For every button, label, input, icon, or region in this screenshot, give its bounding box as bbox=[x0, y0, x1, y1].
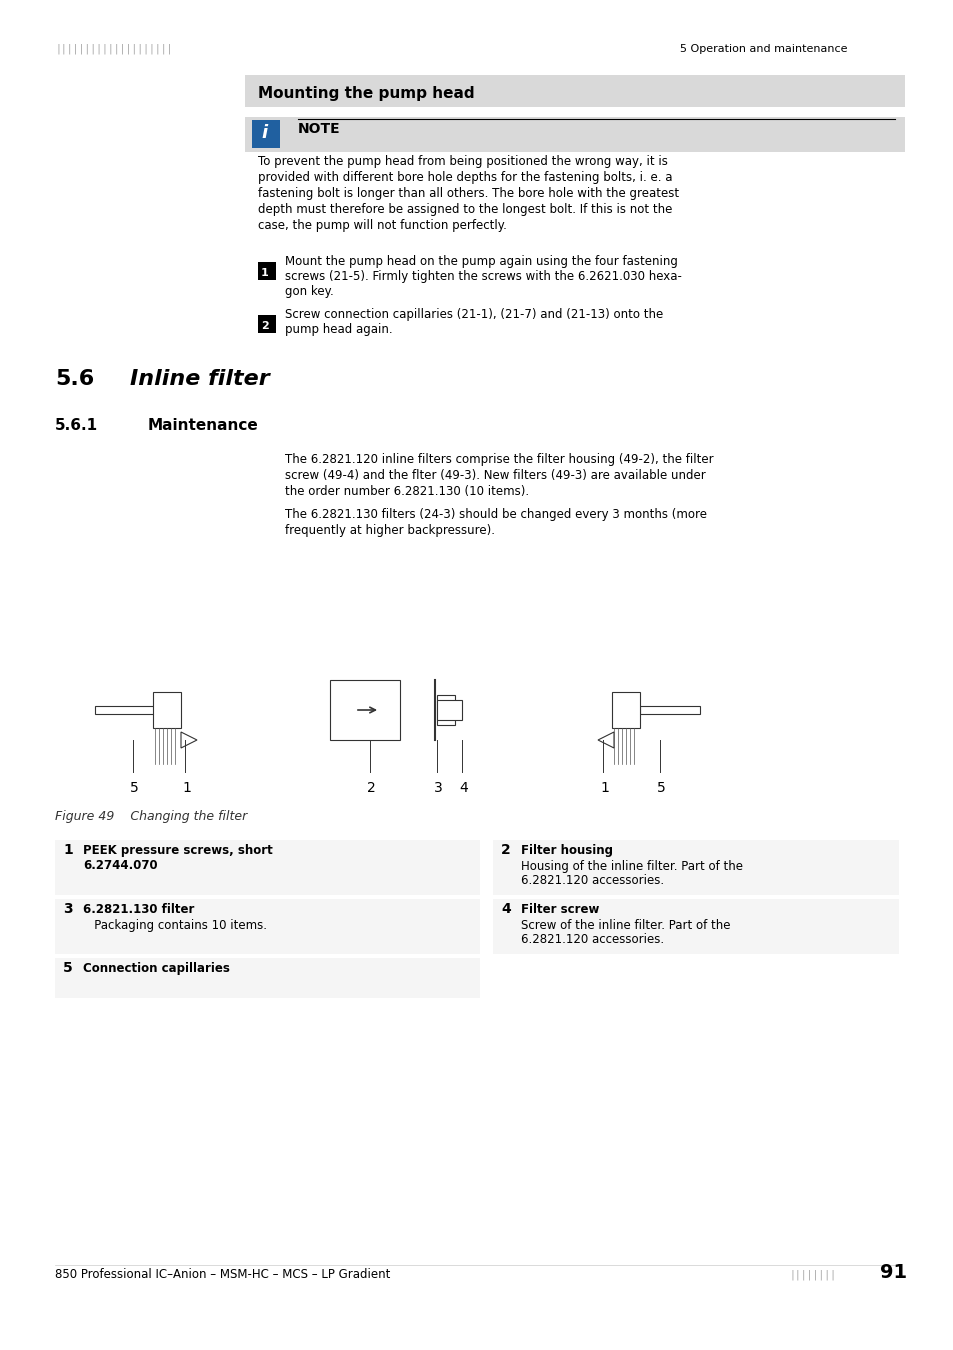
Bar bbox=[245, 76, 904, 107]
Bar bbox=[252, 120, 280, 148]
Text: 4: 4 bbox=[500, 902, 510, 917]
Text: pump head again.: pump head again. bbox=[285, 323, 393, 336]
Text: 2: 2 bbox=[500, 842, 510, 857]
Bar bbox=[152, 693, 181, 728]
Text: Housing of the inline filter. Part of the: Housing of the inline filter. Part of th… bbox=[520, 860, 742, 873]
Text: i: i bbox=[261, 124, 267, 142]
Text: 1: 1 bbox=[63, 842, 72, 857]
Text: NOTE: NOTE bbox=[297, 122, 340, 136]
Text: To prevent the pump head from being positioned the wrong way, it is: To prevent the pump head from being posi… bbox=[257, 155, 667, 167]
Text: Filter screw: Filter screw bbox=[520, 903, 598, 917]
Text: Screw connection capillaries (21-1), (21-7) and (21-13) onto the: Screw connection capillaries (21-1), (21… bbox=[285, 308, 662, 321]
Text: 6.2821.120 accessories.: 6.2821.120 accessories. bbox=[520, 933, 663, 946]
Text: Connection capillaries: Connection capillaries bbox=[83, 963, 230, 975]
Text: PEEK pressure screws, short: PEEK pressure screws, short bbox=[83, 844, 273, 857]
Text: 5 Operation and maintenance: 5 Operation and maintenance bbox=[679, 45, 846, 54]
Text: 3: 3 bbox=[434, 782, 442, 795]
Text: 2: 2 bbox=[367, 782, 375, 795]
Bar bbox=[493, 899, 898, 954]
Bar bbox=[639, 706, 700, 714]
Text: ||||||||: |||||||| bbox=[789, 1270, 836, 1281]
Text: 5.6: 5.6 bbox=[55, 369, 94, 389]
Text: Maintenance: Maintenance bbox=[148, 418, 258, 433]
Text: 1: 1 bbox=[261, 269, 269, 278]
Text: gon key.: gon key. bbox=[285, 285, 334, 298]
Text: depth must therefore be assigned to the longest bolt. If this is not the: depth must therefore be assigned to the … bbox=[257, 202, 672, 216]
Bar bbox=[257, 315, 275, 333]
Text: frequently at higher backpressure).: frequently at higher backpressure). bbox=[285, 524, 495, 537]
Text: ||||||||||||||||||||: |||||||||||||||||||| bbox=[55, 45, 172, 54]
Bar bbox=[245, 117, 904, 153]
Text: 5: 5 bbox=[657, 782, 665, 795]
Text: case, the pump will not function perfectly.: case, the pump will not function perfect… bbox=[257, 219, 506, 232]
Text: 5: 5 bbox=[63, 961, 72, 975]
Text: 850 Professional IC–Anion – MSM-HC – MCS – LP Gradient: 850 Professional IC–Anion – MSM-HC – MCS… bbox=[55, 1268, 390, 1281]
Text: Mount the pump head on the pump again using the four fastening: Mount the pump head on the pump again us… bbox=[285, 255, 678, 269]
Text: 2: 2 bbox=[261, 321, 269, 331]
Text: Screw of the inline filter. Part of the: Screw of the inline filter. Part of the bbox=[520, 919, 730, 931]
Bar bbox=[95, 706, 154, 714]
Text: Mounting the pump head: Mounting the pump head bbox=[257, 86, 475, 101]
Bar bbox=[493, 840, 898, 895]
Polygon shape bbox=[181, 732, 196, 748]
Bar bbox=[436, 701, 461, 720]
Bar bbox=[436, 695, 455, 725]
Text: 6.2821.130 filter: 6.2821.130 filter bbox=[83, 903, 194, 917]
Text: The 6.2821.120 inline filters comprise the filter housing (49-2), the filter: The 6.2821.120 inline filters comprise t… bbox=[285, 454, 713, 466]
Text: screws (21-5). Firmly tighten the screws with the 6.2621.030 hexa-: screws (21-5). Firmly tighten the screws… bbox=[285, 270, 681, 284]
Text: 1: 1 bbox=[182, 782, 191, 795]
Text: 4: 4 bbox=[458, 782, 467, 795]
Text: the order number 6.2821.130 (10 items).: the order number 6.2821.130 (10 items). bbox=[285, 485, 529, 498]
Bar bbox=[330, 680, 399, 740]
Text: 6.2821.120 accessories.: 6.2821.120 accessories. bbox=[520, 873, 663, 887]
Text: Figure 49    Changing the filter: Figure 49 Changing the filter bbox=[55, 810, 247, 824]
Text: 5.6.1: 5.6.1 bbox=[55, 418, 98, 433]
Text: screw (49-4) and the flter (49-3). New filters (49-3) are available under: screw (49-4) and the flter (49-3). New f… bbox=[285, 468, 705, 482]
Text: 6.2744.070: 6.2744.070 bbox=[83, 859, 157, 872]
Bar bbox=[55, 840, 479, 895]
Polygon shape bbox=[598, 732, 614, 748]
Text: The 6.2821.130 filters (24-3) should be changed every 3 months (more: The 6.2821.130 filters (24-3) should be … bbox=[285, 508, 706, 521]
Text: 1: 1 bbox=[599, 782, 608, 795]
Bar bbox=[55, 958, 479, 998]
Text: Inline filter: Inline filter bbox=[130, 369, 270, 389]
Text: Packaging contains 10 items.: Packaging contains 10 items. bbox=[83, 919, 267, 931]
Text: 3: 3 bbox=[63, 902, 72, 917]
Text: provided with different bore hole depths for the fastening bolts, i. e. a: provided with different bore hole depths… bbox=[257, 171, 672, 184]
Text: 5: 5 bbox=[130, 782, 138, 795]
Text: Filter housing: Filter housing bbox=[520, 844, 613, 857]
Bar bbox=[612, 693, 639, 728]
Text: fastening bolt is longer than all others. The bore hole with the greatest: fastening bolt is longer than all others… bbox=[257, 188, 679, 200]
Text: 91: 91 bbox=[879, 1264, 906, 1282]
Bar bbox=[55, 899, 479, 954]
Bar bbox=[257, 262, 275, 279]
